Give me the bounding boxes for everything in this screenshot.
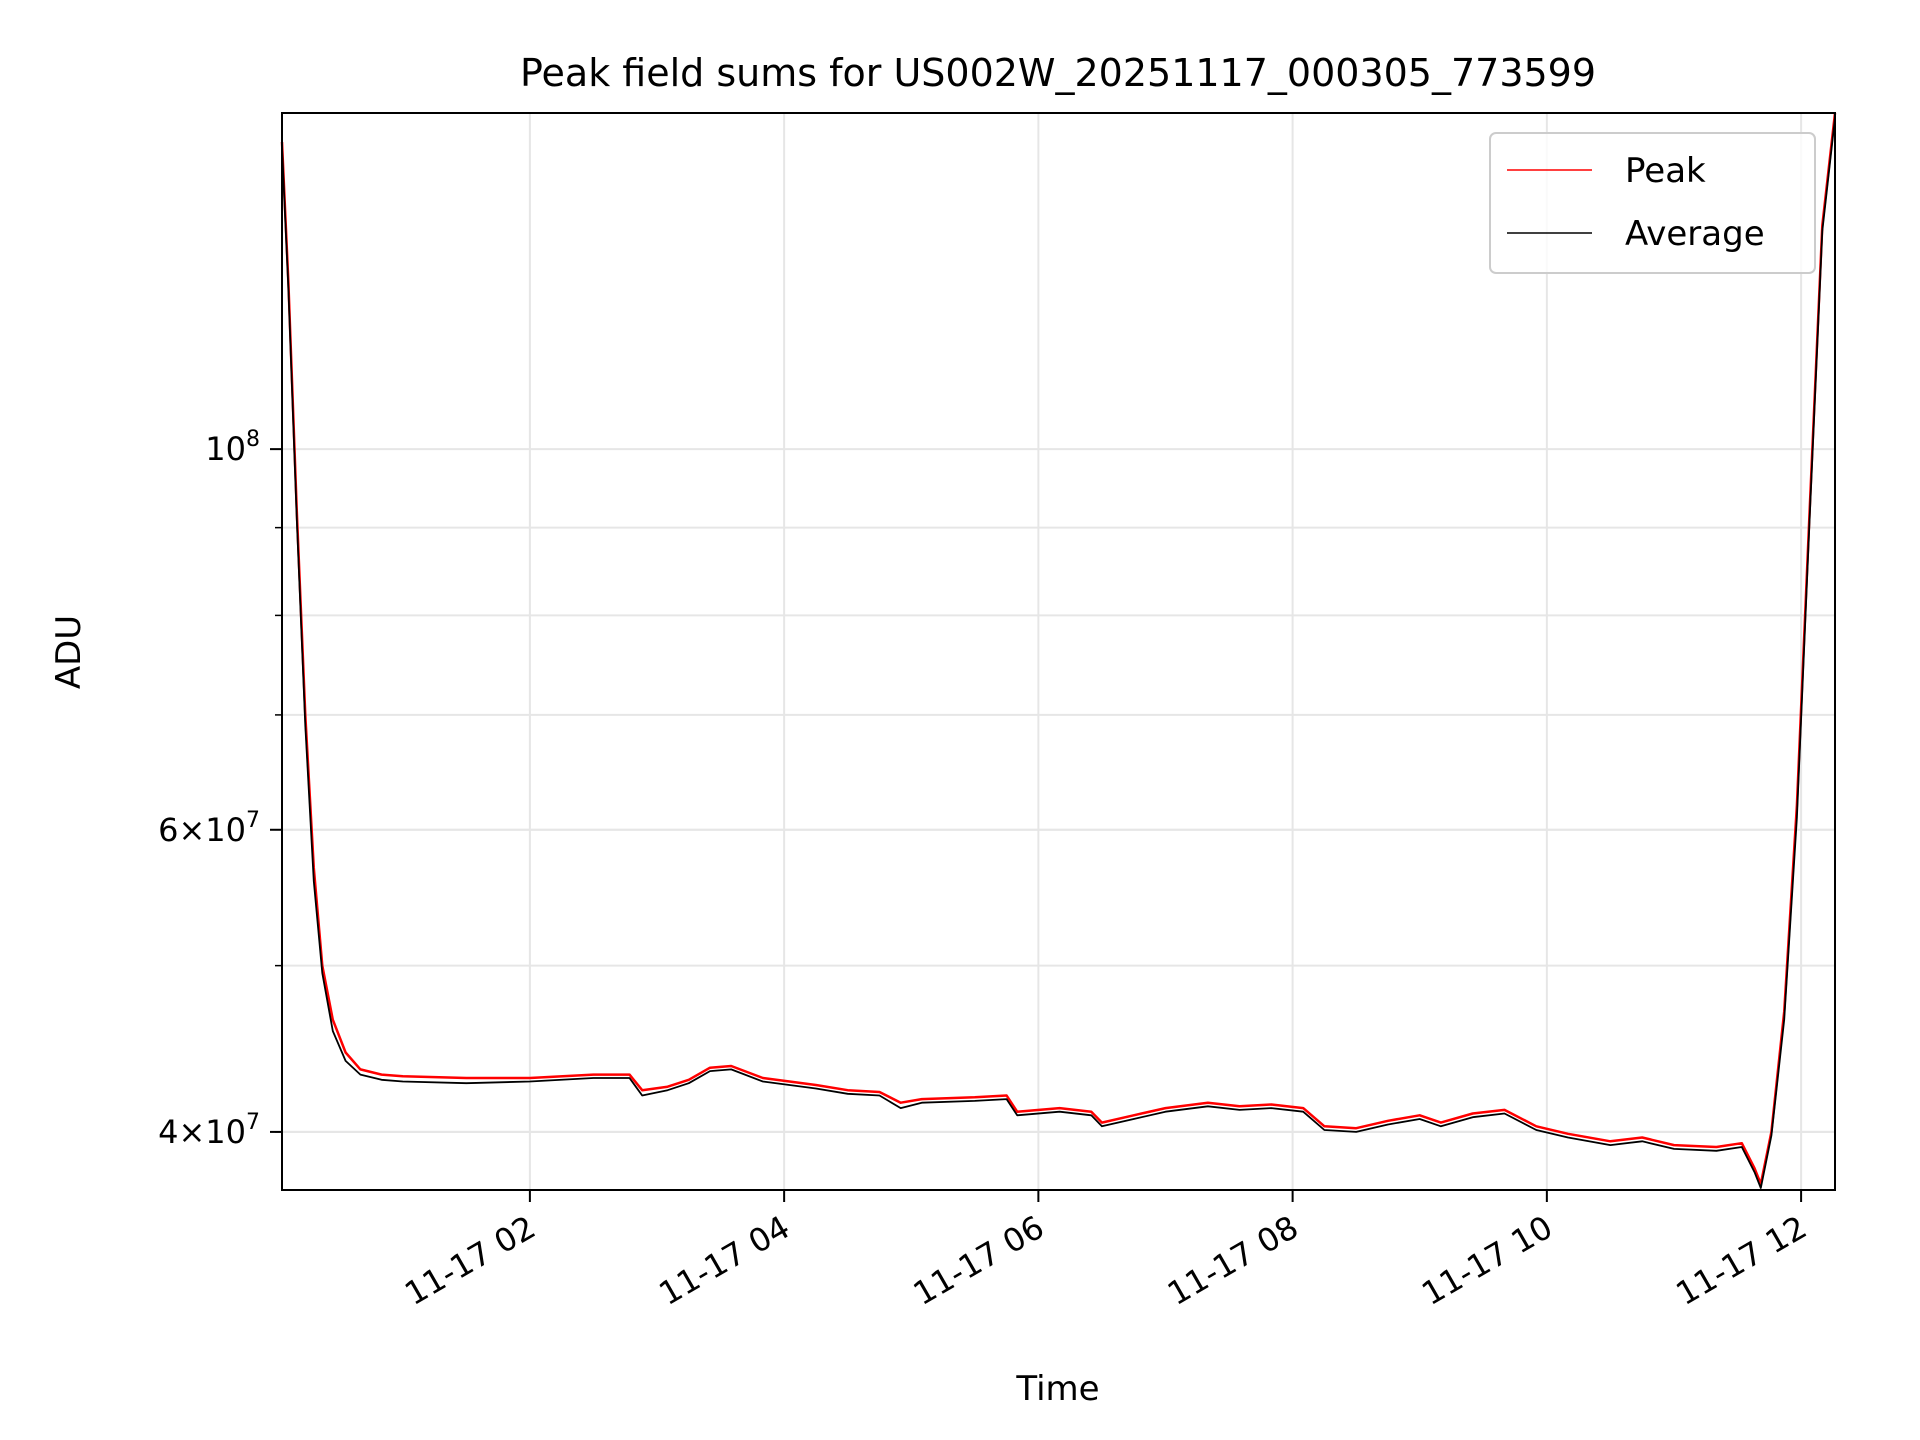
chart-title: Peak field sums for US002W_20251117_0003… [520,51,1596,95]
y-tick-label-base: 6×10 [158,811,246,849]
y-tick-label-exponent: 7 [246,808,260,833]
series-layer [280,112,1837,1189]
y-tick-label-exponent: 8 [246,427,260,452]
legend-label-peak: Peak [1625,151,1706,191]
y-tick-label-base: 4×10 [158,1113,246,1151]
grid [282,113,1835,1190]
y-tick-label: 108 [205,427,260,468]
y-tick-label: 6×107 [158,808,260,849]
y-tick-label: 4×107 [158,1110,260,1151]
y-tick-label-exponent: 7 [246,1110,260,1135]
legend: Peak Average [1489,132,1816,274]
series-line-peak [280,112,1837,1186]
legend-label-average: Average [1625,214,1765,254]
y-tick-label-base: 10 [205,430,246,468]
x-axis-label: Time [1015,1369,1099,1409]
plot-frame [281,112,1836,1191]
y-axis-label: ADU [49,615,89,689]
series-line-average [281,117,1836,1189]
legend-box [1489,132,1816,274]
